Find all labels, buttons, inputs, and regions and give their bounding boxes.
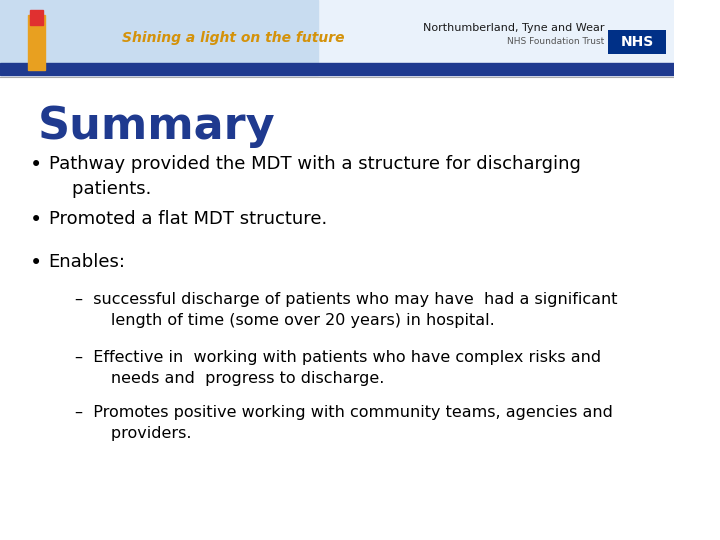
Bar xyxy=(28,15,45,70)
Bar xyxy=(0,0,318,75)
Text: •: • xyxy=(30,253,42,273)
Bar xyxy=(30,10,43,25)
Text: •: • xyxy=(30,155,42,175)
Text: –  Effective in  working with patients who have complex risks and
       needs a: – Effective in working with patients who… xyxy=(75,350,601,386)
Text: NHS: NHS xyxy=(621,35,654,49)
Bar xyxy=(0,63,673,75)
Text: Summary: Summary xyxy=(37,105,275,148)
Text: Pathway provided the MDT with a structure for discharging
    patients.: Pathway provided the MDT with a structur… xyxy=(49,155,580,198)
Text: •: • xyxy=(30,210,42,230)
Text: Promoted a flat MDT structure.: Promoted a flat MDT structure. xyxy=(49,210,327,228)
FancyBboxPatch shape xyxy=(608,30,666,54)
Text: –  successful discharge of patients who may have  had a significant
       lengt: – successful discharge of patients who m… xyxy=(75,292,617,328)
Text: Shining a light on the future: Shining a light on the future xyxy=(122,31,344,45)
Text: Northumberland, Tyne and Wear: Northumberland, Tyne and Wear xyxy=(423,23,604,33)
Text: –  Promotes positive working with community teams, agencies and
       providers: – Promotes positive working with communi… xyxy=(75,405,613,441)
Bar xyxy=(0,0,673,75)
Text: NHS Foundation Trust: NHS Foundation Trust xyxy=(507,37,604,46)
Text: Enables:: Enables: xyxy=(49,253,126,271)
